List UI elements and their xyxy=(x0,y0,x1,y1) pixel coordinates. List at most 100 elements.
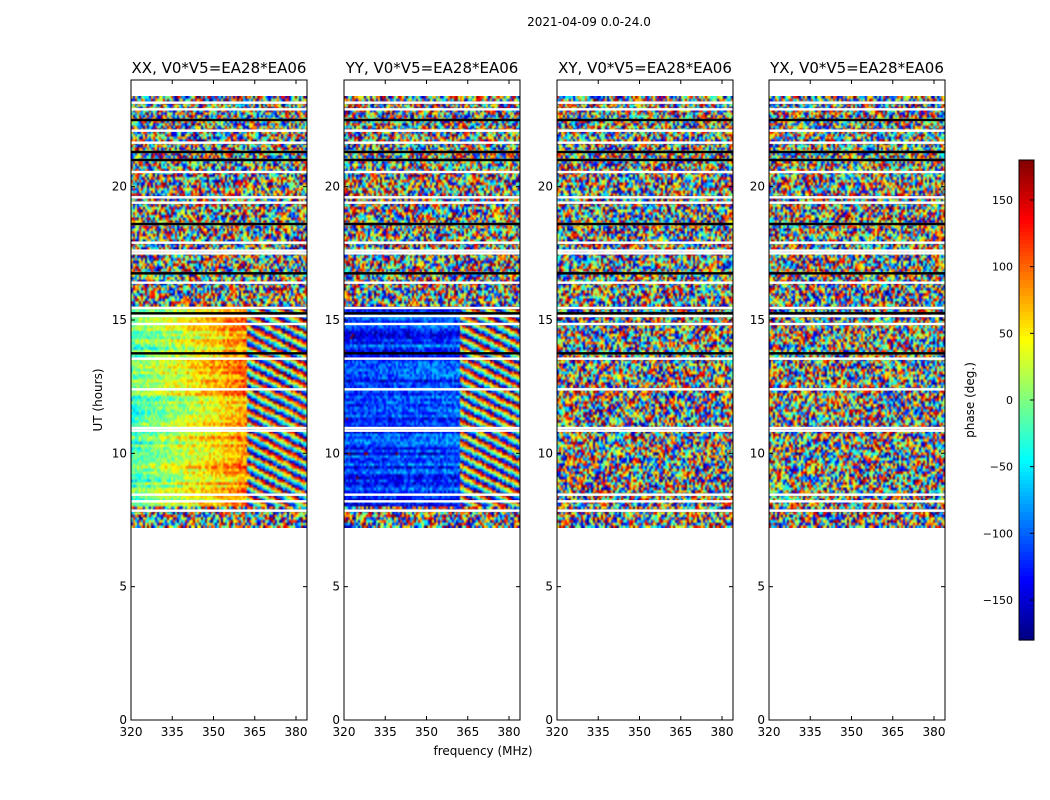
colorbar-segment xyxy=(1019,260,1034,265)
colorbar-segment xyxy=(1019,256,1034,261)
colorbar-tick-label: 150 xyxy=(992,194,1013,207)
colorbar-segment xyxy=(1019,412,1034,417)
colorbar-tick-label: −100 xyxy=(983,527,1013,540)
colorbar-segment xyxy=(1019,436,1034,441)
x-tick-label: 335 xyxy=(161,725,184,739)
colorbar-segment xyxy=(1019,216,1034,221)
flagged-gap xyxy=(557,509,733,512)
colorbar-segment xyxy=(1019,572,1034,577)
x-tick-label: 350 xyxy=(202,725,225,739)
colorbar-segment xyxy=(1019,588,1034,593)
y-tick-label: 10 xyxy=(325,446,340,460)
colorbar-segment xyxy=(1019,476,1034,481)
flagged-gap xyxy=(344,314,520,318)
colorbar-segment xyxy=(1019,568,1034,573)
flagged-gap xyxy=(131,306,307,310)
colorbar-segment xyxy=(1019,344,1034,349)
flagged-gap xyxy=(344,357,520,360)
flagged-gap xyxy=(131,158,307,162)
y-tick-label: 0 xyxy=(757,713,765,727)
y-tick-label: 0 xyxy=(119,713,127,727)
panel-4: YX, V0*V5=EA28*EA06 320 335 350 365 380 0 5 10 15… xyxy=(750,59,946,739)
x-tick-label: 350 xyxy=(415,725,438,739)
colorbar-segment xyxy=(1019,308,1034,313)
flagged-gap xyxy=(131,170,307,174)
colorbar-segment xyxy=(1019,200,1034,205)
flagged-gap xyxy=(769,129,945,132)
flagged-gap xyxy=(131,129,307,132)
colorbar-label: phase (deg.) xyxy=(963,362,977,438)
colorbar-segment xyxy=(1019,180,1034,185)
flagged-gap xyxy=(769,493,945,496)
flagged-gap xyxy=(131,426,307,430)
y-tick-label: 20 xyxy=(538,180,553,194)
colorbar: −150 −100 −50 0 50 100 150 xyxy=(983,159,1035,641)
flagged-gap xyxy=(131,252,307,255)
flagged-gap xyxy=(131,357,307,360)
colorbar-segment xyxy=(1019,184,1034,189)
colorbar-segment xyxy=(1019,448,1034,453)
colorbar-segment xyxy=(1019,244,1034,249)
flagged-gap xyxy=(769,352,945,355)
colorbar-segment xyxy=(1019,400,1034,405)
colorbar-segment xyxy=(1019,172,1034,177)
flagged-gap xyxy=(557,322,733,326)
colorbar-tick-label: −50 xyxy=(990,461,1013,474)
x-tick-label: 335 xyxy=(374,725,397,739)
y-tick-label: 20 xyxy=(112,180,127,194)
colorbar-segment xyxy=(1019,272,1034,277)
panel-title: YY, V0*V5=EA28*EA06 xyxy=(345,59,519,77)
x-tick-label: 335 xyxy=(799,725,822,739)
y-tick-label: 15 xyxy=(112,313,127,327)
colorbar-segment xyxy=(1019,432,1034,437)
colorbar-segment xyxy=(1019,404,1034,409)
flagged-gap xyxy=(344,322,520,326)
colorbar-segment xyxy=(1019,396,1034,401)
flagged-gap xyxy=(769,314,945,318)
colorbar-segment xyxy=(1019,228,1034,233)
flagged-gap xyxy=(344,252,520,255)
flagged-gap xyxy=(769,241,945,244)
colorbar-segment xyxy=(1019,624,1034,629)
flagged-gap xyxy=(344,388,520,391)
colorbar-segment xyxy=(1019,496,1034,501)
colorbar-segment xyxy=(1019,632,1034,637)
panel-2: YY, V0*V5=EA28*EA06 320 335 350 365 380 0 5 10 15… xyxy=(325,59,521,739)
colorbar-segment xyxy=(1019,380,1034,385)
y-tick-label: 15 xyxy=(750,313,765,327)
flagged-gap xyxy=(131,352,307,355)
colorbar-segment xyxy=(1019,264,1034,269)
panel-3: XY, V0*V5=EA28*EA06 320 335 350 365 380 0 5 10 15… xyxy=(538,59,734,739)
flagged-gap xyxy=(769,249,945,252)
flagged-gap xyxy=(344,281,520,284)
x-tick-label: 335 xyxy=(587,725,610,739)
flagged-gap xyxy=(131,429,307,432)
flagged-gap xyxy=(769,108,945,111)
flagged-gap xyxy=(344,201,520,204)
flagged-gap xyxy=(557,357,733,360)
heatmap-image xyxy=(769,96,945,528)
colorbar-segment xyxy=(1019,324,1034,329)
flagged-gap xyxy=(344,158,520,162)
flagged-gap xyxy=(344,170,520,174)
colorbar-segment xyxy=(1019,368,1034,373)
panel-title: XX, V0*V5=EA28*EA06 xyxy=(132,59,307,77)
flagged-gap xyxy=(344,500,520,503)
y-tick-label: 5 xyxy=(119,580,127,594)
flagged-gap xyxy=(557,281,733,284)
colorbar-segment xyxy=(1019,520,1034,525)
flagged-gap xyxy=(769,201,945,204)
flagged-gap xyxy=(131,101,307,104)
flagged-gap xyxy=(131,509,307,512)
colorbar-segment xyxy=(1019,584,1034,589)
colorbar-segment xyxy=(1019,168,1034,173)
flagged-gap xyxy=(769,429,945,432)
colorbar-segment xyxy=(1019,460,1034,465)
colorbar-segment xyxy=(1019,596,1034,601)
colorbar-segment xyxy=(1019,456,1034,461)
colorbar-segment xyxy=(1019,556,1034,561)
colorbar-segment xyxy=(1019,360,1034,365)
flagged-gap xyxy=(769,312,945,315)
colorbar-segment xyxy=(1019,536,1034,541)
